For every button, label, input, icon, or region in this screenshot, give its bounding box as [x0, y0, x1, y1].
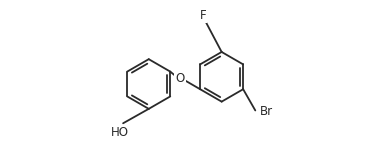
Text: O: O — [175, 72, 185, 85]
Text: F: F — [200, 9, 206, 22]
Text: Br: Br — [260, 105, 273, 118]
Text: HO: HO — [111, 126, 129, 139]
